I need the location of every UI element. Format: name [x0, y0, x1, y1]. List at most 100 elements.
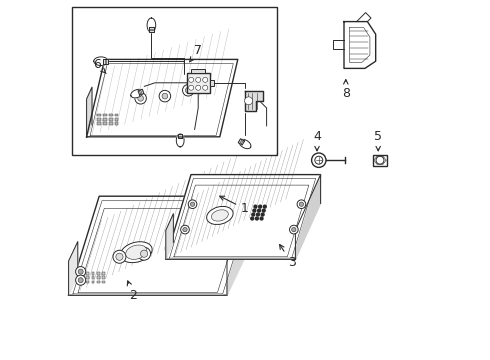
Circle shape	[315, 156, 323, 164]
Polygon shape	[170, 179, 316, 258]
Text: 4: 4	[313, 130, 321, 151]
Circle shape	[203, 77, 208, 82]
Bar	[115, 122, 118, 125]
Circle shape	[253, 209, 256, 212]
Circle shape	[376, 156, 384, 164]
Bar	[373, 155, 387, 166]
Bar	[98, 122, 101, 125]
Bar	[103, 122, 107, 125]
Circle shape	[245, 97, 252, 105]
Polygon shape	[94, 57, 108, 66]
Bar	[191, 69, 205, 73]
Circle shape	[185, 87, 191, 93]
Circle shape	[113, 250, 126, 263]
Circle shape	[260, 217, 263, 220]
Bar	[72, 7, 277, 155]
Polygon shape	[238, 139, 245, 145]
Circle shape	[138, 247, 150, 260]
Ellipse shape	[207, 206, 233, 225]
Circle shape	[252, 213, 255, 216]
Circle shape	[251, 217, 254, 220]
Bar	[102, 272, 105, 275]
Polygon shape	[138, 89, 144, 95]
Polygon shape	[178, 134, 182, 139]
Polygon shape	[87, 59, 238, 137]
Circle shape	[290, 225, 298, 234]
Circle shape	[138, 95, 144, 101]
Polygon shape	[90, 63, 233, 135]
Bar	[92, 276, 95, 279]
Bar	[115, 114, 118, 116]
Polygon shape	[245, 91, 263, 111]
Circle shape	[191, 202, 195, 206]
Ellipse shape	[126, 245, 147, 259]
Text: 5: 5	[374, 130, 382, 151]
Polygon shape	[333, 40, 344, 49]
Bar	[97, 272, 100, 275]
Polygon shape	[78, 208, 244, 292]
Bar	[103, 118, 107, 121]
Bar	[86, 281, 89, 283]
Bar	[97, 276, 100, 279]
Circle shape	[261, 213, 264, 216]
Polygon shape	[174, 185, 309, 257]
Text: 3: 3	[280, 244, 296, 269]
Polygon shape	[87, 87, 92, 137]
Circle shape	[78, 278, 83, 283]
Bar	[86, 276, 89, 279]
Circle shape	[189, 85, 194, 90]
Text: 8: 8	[342, 80, 350, 100]
Text: 1: 1	[220, 196, 249, 215]
Circle shape	[181, 225, 189, 234]
Polygon shape	[166, 175, 320, 259]
Circle shape	[254, 205, 257, 208]
Text: 2: 2	[127, 281, 137, 302]
Bar	[92, 281, 95, 283]
Bar	[103, 114, 107, 116]
Circle shape	[262, 209, 265, 212]
Bar	[97, 281, 100, 283]
Text: 6: 6	[94, 58, 106, 73]
Circle shape	[78, 269, 83, 274]
Bar	[86, 272, 89, 275]
Circle shape	[258, 209, 261, 212]
Bar	[98, 114, 101, 116]
Bar	[187, 73, 210, 93]
Circle shape	[255, 217, 258, 220]
Circle shape	[75, 266, 86, 277]
Circle shape	[241, 223, 250, 233]
Polygon shape	[239, 139, 251, 149]
Bar	[210, 80, 214, 86]
Text: 7: 7	[190, 44, 202, 62]
Bar	[92, 272, 95, 275]
Bar	[109, 122, 113, 125]
Bar	[102, 281, 105, 283]
Circle shape	[312, 153, 326, 167]
Circle shape	[159, 90, 171, 102]
Circle shape	[263, 205, 266, 208]
Circle shape	[241, 215, 250, 225]
Polygon shape	[295, 175, 320, 259]
Polygon shape	[103, 59, 108, 64]
Polygon shape	[147, 18, 156, 32]
Polygon shape	[227, 196, 258, 295]
Circle shape	[135, 93, 147, 104]
Circle shape	[299, 202, 304, 206]
Circle shape	[196, 77, 201, 82]
Circle shape	[203, 85, 208, 90]
Bar	[109, 118, 113, 121]
Polygon shape	[357, 13, 371, 22]
Polygon shape	[344, 22, 376, 68]
Circle shape	[297, 200, 306, 208]
Polygon shape	[131, 89, 143, 98]
Ellipse shape	[211, 210, 228, 221]
Circle shape	[189, 77, 194, 82]
Circle shape	[257, 213, 259, 216]
Polygon shape	[73, 201, 252, 294]
Polygon shape	[166, 214, 173, 259]
Polygon shape	[149, 27, 154, 32]
Circle shape	[243, 217, 248, 222]
Polygon shape	[69, 242, 78, 295]
Circle shape	[259, 205, 262, 208]
Bar	[102, 276, 105, 279]
